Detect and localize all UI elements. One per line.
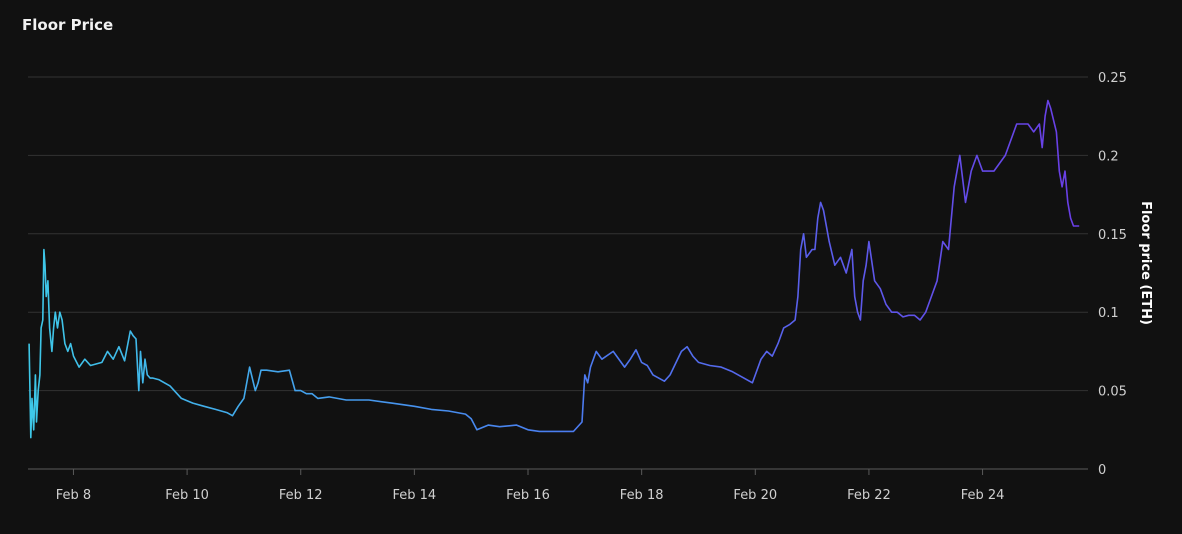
y-axis-title: Floor price (ETH): [1138, 201, 1153, 325]
y-tick-label: 0.15: [1098, 228, 1127, 243]
x-tick-label: Feb 16: [506, 488, 550, 503]
x-tick-label: Feb 12: [279, 488, 323, 503]
y-tick-label: 0.1: [1098, 306, 1119, 321]
x-tick-label: Feb 22: [847, 488, 891, 503]
x-tick-label: Feb 18: [620, 488, 664, 503]
x-tick-label: Feb 14: [393, 488, 437, 503]
chart-title: Floor Price: [22, 16, 114, 34]
y-tick-label: 0.25: [1098, 71, 1127, 86]
floor-price-series-line: [28, 99, 1080, 439]
x-tick-label: Feb 8: [56, 488, 91, 503]
x-axis-ticks: Feb 8 Feb 10 Feb 12 Feb 14 Feb 16 Feb 18 Feb 2…: [56, 469, 1005, 503]
y-tick-label: 0.05: [1098, 385, 1127, 400]
grid-lines: [28, 76, 1088, 470]
x-tick-label: Feb 24: [961, 488, 1005, 503]
y-tick-label: 0: [1098, 463, 1106, 478]
y-axis-ticks: 0 0.05 0.1 0.15 0.2 0.25: [1098, 71, 1127, 478]
x-tick-label: Feb 10: [165, 488, 209, 503]
y-tick-label: 0.2: [1098, 149, 1119, 164]
x-tick-label: Feb 20: [733, 488, 777, 503]
